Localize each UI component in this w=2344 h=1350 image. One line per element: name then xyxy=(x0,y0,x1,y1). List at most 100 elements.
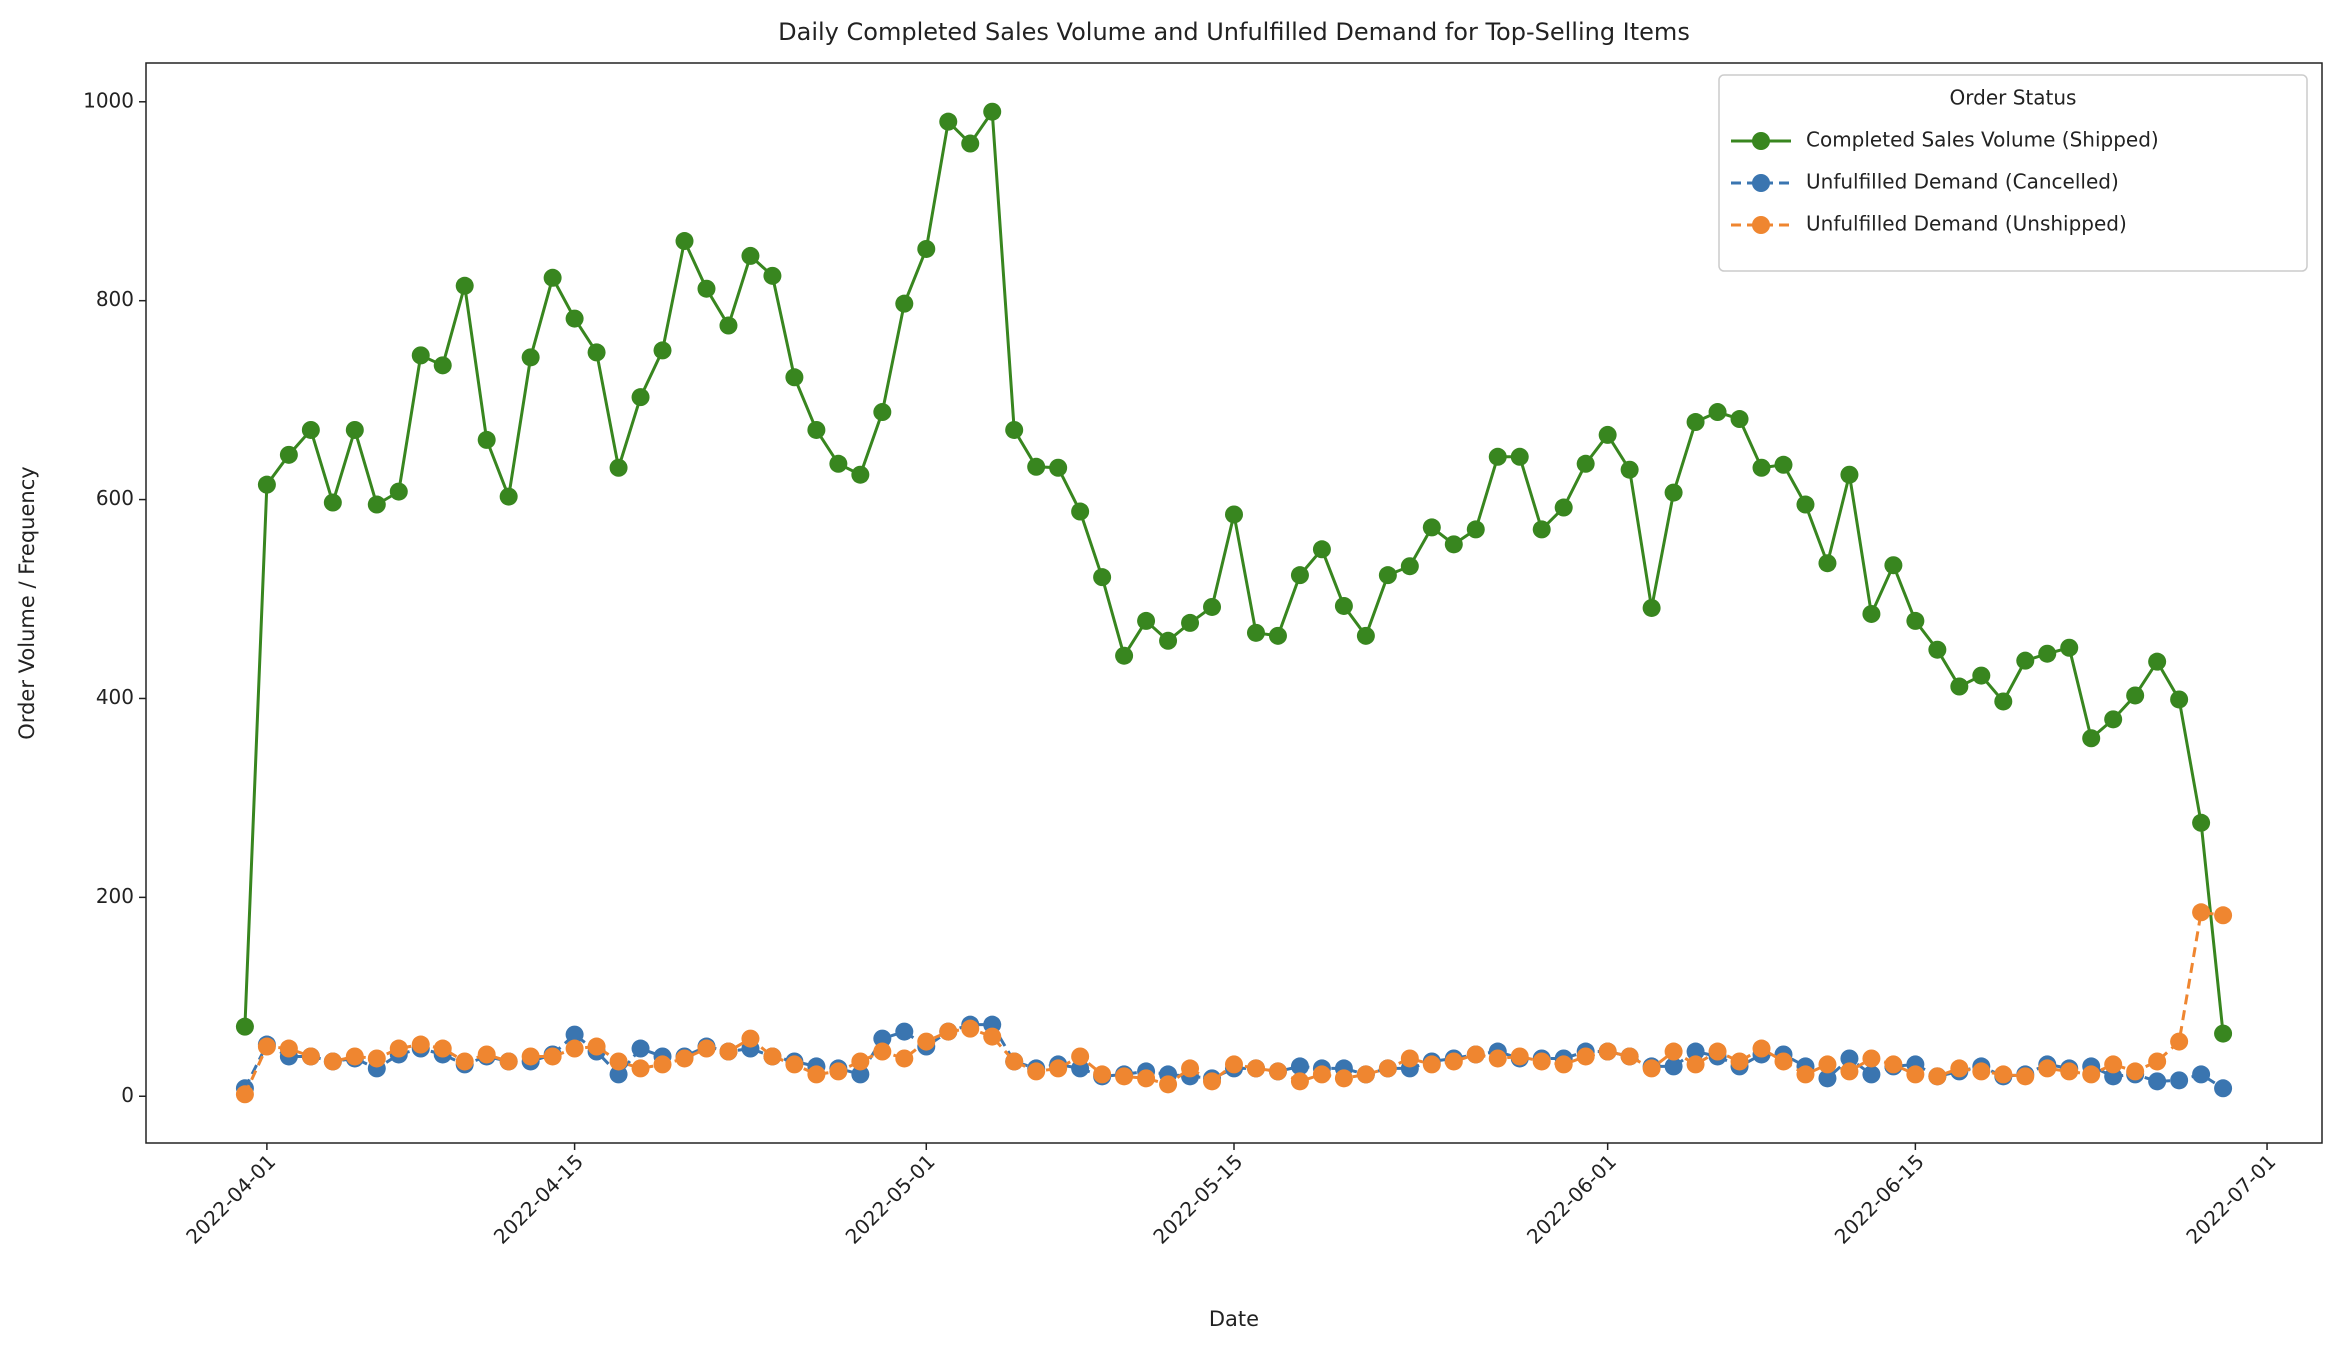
data-point xyxy=(1488,1049,1507,1068)
data-point xyxy=(1840,1049,1859,1068)
data-point xyxy=(2126,1062,2145,1081)
data-point xyxy=(235,1017,254,1036)
legend-label: Unfulfilled Demand (Unshipped) xyxy=(1806,212,2127,236)
data-point xyxy=(631,388,650,407)
data-point xyxy=(455,1052,474,1071)
data-point xyxy=(1576,1047,1595,1066)
data-point xyxy=(1862,1049,1881,1068)
data-point xyxy=(1664,483,1683,502)
data-point xyxy=(1444,1052,1463,1071)
data-point xyxy=(1466,1045,1485,1064)
data-point xyxy=(521,1047,540,1066)
data-point xyxy=(1049,1059,1068,1078)
data-point xyxy=(1159,1075,1178,1094)
data-point xyxy=(2170,690,2189,709)
data-point xyxy=(1488,447,1507,466)
data-point xyxy=(279,445,298,464)
data-point xyxy=(1686,413,1705,432)
data-point xyxy=(1422,1055,1441,1074)
data-point xyxy=(257,1037,276,1056)
x-tick-label: 2022-04-01 xyxy=(181,1149,280,1248)
data-point xyxy=(1334,596,1353,615)
data-point xyxy=(2170,1071,2189,1090)
data-point xyxy=(1928,1067,1947,1086)
data-point xyxy=(2082,1065,2101,1084)
data-point xyxy=(1818,1055,1837,1074)
x-tick-label: 2022-05-15 xyxy=(1148,1149,1247,1248)
data-point xyxy=(1840,465,1859,484)
data-point xyxy=(1796,495,1815,514)
data-point xyxy=(1796,1065,1815,1084)
data-point xyxy=(1576,454,1595,473)
data-point xyxy=(675,232,694,251)
data-point xyxy=(1664,1057,1683,1076)
data-point xyxy=(345,420,364,439)
data-point xyxy=(1203,1072,1222,1091)
data-point xyxy=(1422,518,1441,537)
data-point xyxy=(235,1085,254,1104)
data-point xyxy=(543,1047,562,1066)
legend-title: Order Status xyxy=(1950,86,2077,110)
legend-swatch-marker xyxy=(1752,132,1770,150)
data-point xyxy=(1686,1055,1705,1074)
data-point xyxy=(939,1022,958,1041)
data-point xyxy=(1246,623,1265,642)
y-tick-label: 800 xyxy=(96,287,134,311)
data-point xyxy=(1950,677,1969,696)
data-point xyxy=(1598,1042,1617,1061)
data-point xyxy=(1181,1059,1200,1078)
data-point xyxy=(1730,1052,1749,1071)
data-point xyxy=(1664,1042,1683,1061)
data-point xyxy=(1115,646,1134,665)
data-point xyxy=(1268,626,1287,645)
data-point xyxy=(279,1039,298,1058)
data-point xyxy=(433,1039,452,1058)
data-point xyxy=(499,487,518,506)
y-tick-label: 600 xyxy=(96,486,134,510)
data-point xyxy=(1752,458,1771,477)
data-point xyxy=(1378,1059,1397,1078)
x-tick-label: 2022-07-01 xyxy=(2181,1149,2280,1248)
data-point xyxy=(1225,505,1243,524)
data-point xyxy=(2016,651,2035,670)
data-point xyxy=(631,1059,650,1078)
data-point xyxy=(1862,1065,1881,1084)
data-point xyxy=(829,454,848,473)
data-point xyxy=(1400,557,1419,576)
data-point xyxy=(1708,403,1727,422)
data-point xyxy=(1620,1047,1639,1066)
data-point xyxy=(1510,447,1529,466)
data-point xyxy=(1642,598,1661,617)
data-point xyxy=(675,1049,694,1068)
data-point xyxy=(587,343,606,362)
data-point xyxy=(389,482,408,501)
data-point xyxy=(1884,1055,1903,1074)
data-point xyxy=(1972,666,1991,685)
data-point xyxy=(455,276,474,295)
data-point xyxy=(587,1037,606,1056)
data-point xyxy=(1378,566,1397,585)
data-point xyxy=(609,458,628,477)
data-point xyxy=(917,239,936,258)
data-point xyxy=(2214,906,2233,925)
x-tick-label: 2022-05-01 xyxy=(841,1149,940,1248)
data-point xyxy=(1972,1062,1991,1081)
data-point xyxy=(2104,710,2123,729)
data-point xyxy=(1884,556,1903,575)
chart-title: Daily Completed Sales Volume and Unfulfi… xyxy=(778,18,1690,46)
data-point xyxy=(807,420,826,439)
data-point xyxy=(499,1052,518,1071)
data-point xyxy=(653,1055,672,1074)
data-point xyxy=(565,1039,584,1058)
data-point xyxy=(477,430,496,449)
data-point xyxy=(2148,1052,2167,1071)
data-point xyxy=(1532,520,1551,539)
data-point xyxy=(2082,729,2101,748)
data-point xyxy=(653,341,672,360)
data-point xyxy=(1620,460,1639,479)
data-point xyxy=(785,1055,804,1074)
data-point xyxy=(389,1039,408,1058)
data-point xyxy=(697,1039,716,1058)
data-point xyxy=(323,1052,342,1071)
data-point xyxy=(2060,638,2079,657)
